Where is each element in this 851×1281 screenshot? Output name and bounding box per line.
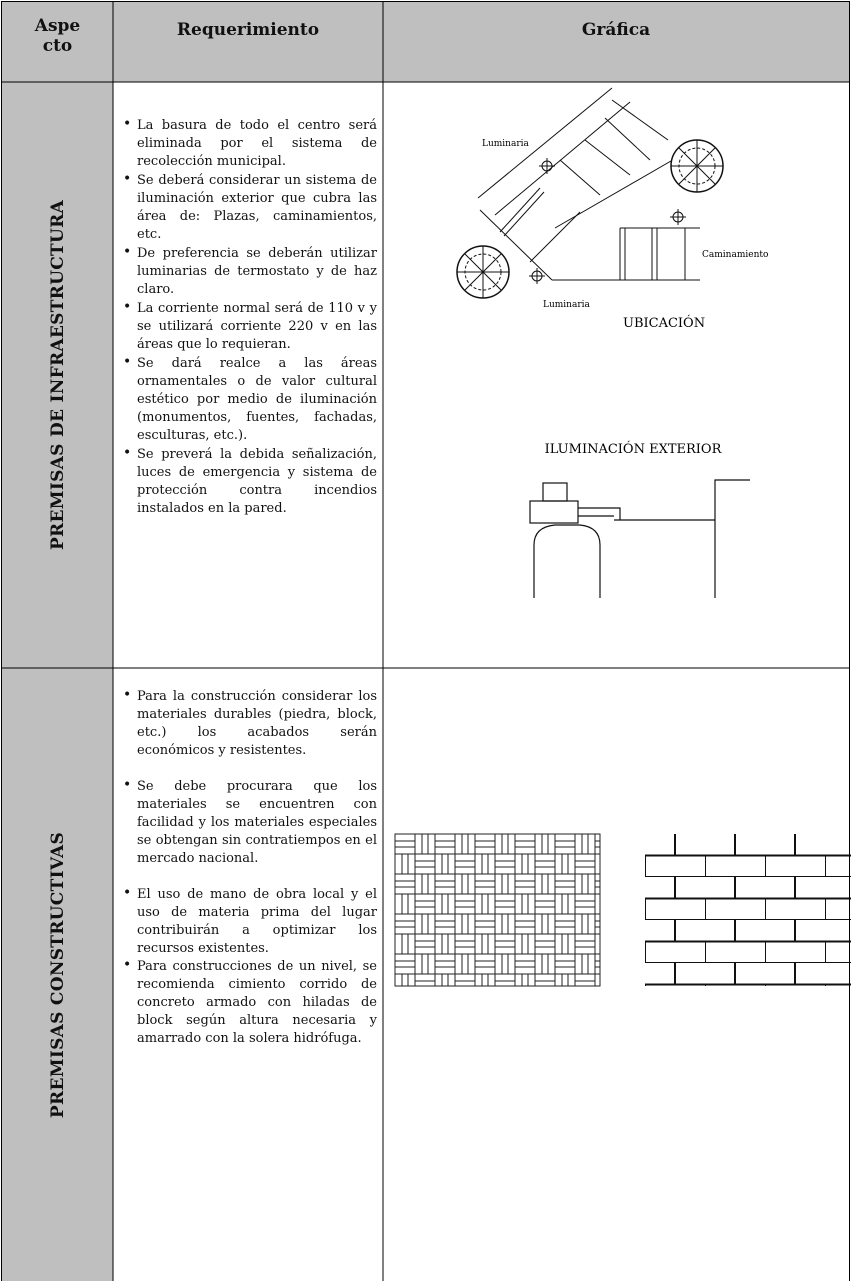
wall-lamp <box>529 479 750 598</box>
lamp-caption: ILUMINACIÓN EXTERIOR <box>545 440 723 457</box>
plan-label: Luminaria <box>543 300 591 310</box>
requirement-item: Se deberá considerar un sistema de ilumi… <box>123 170 377 244</box>
header-aspect-line: Aspe <box>34 16 81 36</box>
requirement-item: Se preverá la debida señalización, luces… <box>123 444 377 518</box>
header-aspect: Aspe cto <box>2 2 113 82</box>
requirement-item: De preferencia se deberán utilizar lumin… <box>123 243 377 299</box>
item-list: La basura de todo el centro será elimina… <box>113 115 383 518</box>
basketweave-pattern <box>394 833 601 987</box>
trees <box>456 139 724 299</box>
header-requirement: Requerimiento <box>113 2 383 82</box>
walkway-plan <box>477 87 700 281</box>
requirement-cell: Para la construcción considerar los mate… <box>113 668 383 1281</box>
aspect-cell: PREMISAS DE INFRAESTRUCTURA <box>2 82 113 668</box>
plan-label: Caminamiento <box>702 250 768 260</box>
requirement-item: La corriente normal será de 110 v y se u… <box>123 298 377 354</box>
requirement-cell: La basura de todo el centro será elimina… <box>113 82 383 668</box>
running-bond-pattern <box>645 834 851 986</box>
plan-caption: UBICACIÓN <box>623 314 705 331</box>
requirement-item: Para construcciones de un nivel, se reco… <box>123 956 377 1048</box>
aspect-cell: PREMISAS CONSTRUCTIVAS <box>2 668 113 1281</box>
requirement-item: El uso de mano de obra local y el uso de… <box>123 884 377 958</box>
header-aspect-line: cto <box>42 36 73 56</box>
lamp-symbols <box>529 158 686 284</box>
requirement-item: Se dará realce a las áreas ornamentales … <box>123 353 377 445</box>
requirement-item: Para la construcción considerar los mate… <box>123 686 377 760</box>
requirement-item: La basura de todo el centro será elimina… <box>123 115 377 171</box>
requirement-item: Se debe procurara que los materiales se … <box>123 776 377 868</box>
item-list: Para la construcción considerar los mate… <box>113 686 383 1048</box>
plan-label: Luminaria <box>482 139 530 149</box>
header-graphic: Gráfica <box>383 2 849 82</box>
